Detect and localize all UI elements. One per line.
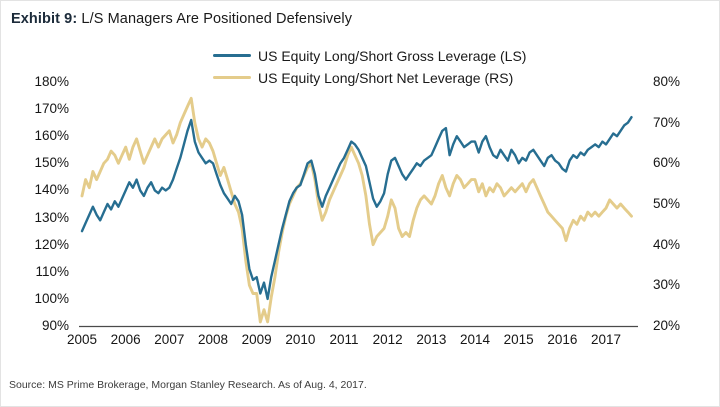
x-axis-tick-label: 2013	[416, 332, 447, 347]
y-axis-tick-label: 20%	[653, 318, 681, 333]
x-axis-tick-label: 2016	[547, 332, 578, 347]
x-axis-tick-label: 2006	[110, 332, 141, 347]
page-title: Exhibit 9: L/S Managers Are Positioned D…	[11, 11, 352, 27]
gross-leverage-line	[80, 115, 633, 301]
legend-item-net-leverage: US Equity Long/Short Net Leverage (RS)	[213, 69, 526, 86]
x-axis-tick-label: 2010	[285, 332, 316, 347]
x-axis-tick-label: 2014	[459, 332, 491, 347]
y-axis-tick-label: 30%	[653, 277, 681, 293]
y-axis-tick-label: 80%	[653, 74, 681, 89]
source-note: Source: MS Prime Brokerage, Morgan Stanl…	[9, 379, 367, 391]
x-axis-tick-label: 2008	[197, 332, 229, 347]
net-leverage-line-swatch	[213, 75, 251, 80]
gross-leverage-line-swatch	[213, 53, 251, 58]
net-leverage-line	[80, 96, 633, 324]
legend-item-gross-leverage: US Equity Long/Short Gross Leverage (LS)	[213, 47, 526, 64]
exhibit-number-label: Exhibit 9:	[11, 11, 78, 27]
y-axis-tick-label: 170%	[34, 101, 69, 117]
x-axis-tick-label: 2009	[241, 332, 272, 347]
y-axis-tick-label: 90%	[41, 318, 69, 333]
y-axis-tick-label: 160%	[34, 128, 69, 144]
x-axis-tick-label: 2015	[503, 332, 534, 347]
chart-legend: US Equity Long/Short Gross Leverage (LS)…	[213, 47, 526, 86]
y-axis-tick-label: 60%	[653, 155, 681, 171]
y-axis-tick-label: 100%	[34, 290, 69, 306]
y-axis-tick-label: 140%	[34, 182, 69, 198]
y-axis-tick-label: 120%	[34, 236, 69, 252]
exhibit-title-text: L/S Managers Are Positioned Defensively	[81, 11, 353, 27]
x-axis-tick-label: 2012	[372, 332, 403, 347]
x-axis-tick-label: 2017	[591, 332, 622, 347]
x-axis-tick-label: 2005	[66, 332, 98, 347]
y-axis-tick-label: 40%	[653, 236, 681, 252]
x-axis-tick-label: 2011	[329, 332, 359, 347]
y-axis-tick-label: 180%	[34, 74, 69, 89]
legend-label-gross: US Equity Long/Short Gross Leverage (LS)	[258, 47, 527, 64]
y-axis-tick-label: 70%	[653, 114, 681, 130]
legend-label-net: US Equity Long/Short Net Leverage (RS)	[258, 69, 514, 86]
x-axis-tick-label: 2007	[154, 332, 185, 347]
y-axis-tick-label: 50%	[653, 196, 681, 211]
y-axis-tick-label: 150%	[34, 155, 69, 171]
y-axis-tick-label: 110%	[35, 263, 69, 279]
y-axis-tick-label: 130%	[34, 209, 69, 225]
